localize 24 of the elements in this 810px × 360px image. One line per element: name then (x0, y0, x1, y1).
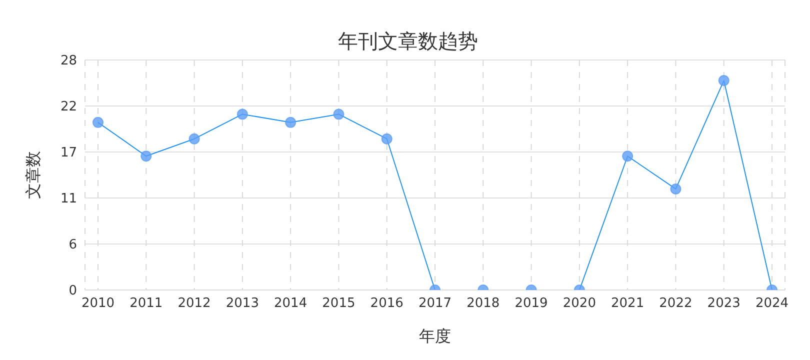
x-tick-label: 2010 (81, 296, 115, 312)
y-tick-label: 22 (60, 100, 77, 115)
y-tick-label: 0 (68, 284, 77, 299)
x-tick-label: 2014 (274, 296, 308, 312)
x-tick-label: 2022 (659, 296, 692, 312)
x-tick-label: 2017 (418, 296, 452, 312)
y-axis-title: 文章数 (24, 151, 43, 199)
x-tick-label: 2016 (370, 296, 404, 312)
x-tick-label: 2024 (755, 296, 789, 312)
x-axis-title: 年度 (419, 326, 451, 346)
x-tick-label: 2021 (611, 296, 644, 312)
x-tick-label: 2018 (466, 296, 500, 312)
x-tick-label: 2015 (322, 296, 356, 312)
y-tick-label: 11 (60, 192, 77, 207)
x-tick-label: 2013 (226, 296, 259, 312)
y-tick-label: 17 (60, 146, 77, 161)
x-tick-label: 2020 (562, 296, 596, 312)
x-tick-label: 2012 (178, 296, 211, 312)
x-tick-label: 2011 (130, 296, 163, 312)
x-tick-label: 2019 (514, 296, 548, 312)
chart-title: 年刊文章数趋势 (337, 28, 479, 55)
x-tick-label: 2023 (707, 296, 740, 312)
y-tick-label: 6 (68, 238, 77, 253)
y-tick-label: 28 (60, 54, 77, 69)
